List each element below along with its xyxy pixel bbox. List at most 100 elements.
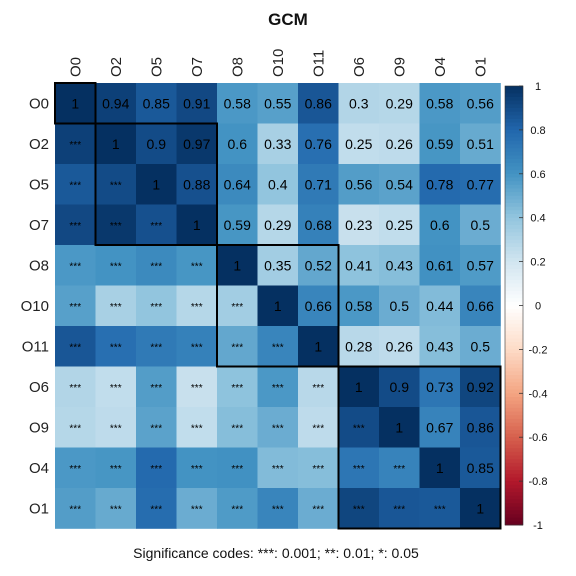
heatmap-cell: [338, 326, 380, 367]
heatmap-cell: [338, 164, 380, 205]
color-scale-segment: [505, 129, 523, 134]
color-scale-segment: [505, 126, 523, 131]
color-scale-segment: [505, 451, 523, 456]
significance-marker: ***: [393, 464, 405, 475]
color-scale-segment: [505, 382, 523, 387]
color-scale-segment: [505, 360, 523, 365]
column-label: O8: [229, 57, 246, 77]
color-scale-segment: [505, 331, 523, 336]
color-scale-segment: [505, 393, 523, 398]
color-scale-segment: [505, 177, 523, 182]
color-scale-segment: [505, 148, 523, 153]
heatmap-cell: [136, 245, 177, 286]
color-scale-segment: [505, 426, 523, 431]
heatmap-cell: [298, 326, 339, 367]
heatmap-cells: [55, 83, 501, 529]
heatmap-cell: [460, 164, 501, 205]
significance-marker: ***: [312, 504, 324, 515]
heatmap-cell: [55, 83, 96, 124]
heatmap-cell: [298, 83, 339, 124]
significance-marker: ***: [272, 464, 284, 475]
heatmap-cell: [419, 164, 461, 205]
significance-marker: ***: [191, 261, 203, 272]
heatmap-cell: [338, 407, 380, 448]
heatmap-cell: [95, 285, 137, 327]
heatmap-cell: [176, 407, 218, 448]
color-scale-segment: [505, 221, 523, 226]
significance-marker: ***: [353, 504, 365, 515]
color-scale-segment: [505, 499, 523, 504]
color-scale-segment: [505, 170, 523, 175]
color-scale-segment: [505, 151, 523, 156]
heatmap-cell-labels: 1 0.94 0.85 0.91 0.58 0.55 0.86 0.3 0.29 0.58 0.56…: [69, 95, 494, 516]
color-scale-segment: [505, 232, 523, 237]
heatmap-cell: [419, 123, 461, 165]
row-label: O5: [29, 176, 49, 193]
heatmap-cell: [136, 447, 177, 489]
heatmap-cell: [176, 366, 218, 408]
color-scale-segment: [505, 323, 523, 328]
color-scale-segment: [505, 272, 523, 277]
color-scale-segment: [505, 118, 523, 123]
heatmap-cell: [460, 407, 501, 448]
heatmap-cell: [257, 447, 299, 489]
color-scale-segment: [505, 290, 523, 295]
cell-value-label: 0.43: [426, 338, 453, 354]
cell-value-label: 0.77: [467, 176, 494, 192]
color-scale-segment: [505, 162, 523, 167]
cell-value-label: 0.5: [471, 338, 491, 354]
color-scale-segment: [505, 422, 523, 427]
color-scale-segment: [505, 415, 523, 420]
cell-value-label: 0.26: [386, 136, 413, 152]
cell-value-label: 0.29: [386, 95, 413, 111]
color-scale-segment: [505, 375, 523, 380]
heatmap-cell: [217, 488, 258, 529]
color-scale-segment: [505, 243, 523, 248]
heatmap-cell: [136, 164, 177, 205]
cell-value-label: 0.71: [305, 176, 332, 192]
color-scale-segment: [505, 488, 523, 493]
row-labels: O0 O2 O5 O7 O8 O10 O11 O6 O9 O4 O1: [21, 95, 49, 517]
heatmap-cell: [136, 326, 177, 367]
color-scale-segment: [505, 217, 523, 222]
color-scale-segment: [505, 312, 523, 317]
heatmap-cell: [95, 366, 137, 408]
color-scale-segment: [505, 239, 523, 244]
cluster-box: [54, 82, 97, 125]
color-scale-segment: [505, 93, 523, 98]
heatmap-cell: [95, 164, 137, 205]
significance-marker: ***: [231, 342, 243, 353]
color-scale-segment: [505, 104, 523, 109]
cell-value-label: 1: [476, 500, 484, 516]
color-scale-segment: [505, 173, 523, 178]
heatmap-cell: [136, 123, 177, 165]
color-scale-tick-label: 0.2: [530, 257, 545, 269]
heatmap-cell: [298, 366, 339, 408]
cell-value-label: 0.41: [345, 257, 372, 273]
cell-value-label: 0.86: [467, 419, 494, 435]
heatmap-cell: [217, 407, 258, 448]
color-scale-bar: 1 0.8 0.6 0.4 0.2 0 -0.2 -0.4 -0.6 -0.8 -1: [504, 81, 548, 532]
heatmap-cell: [379, 326, 420, 367]
heatmap-cell: [55, 245, 96, 286]
significance-marker: ***: [231, 302, 243, 313]
cell-value-label: 0.5: [471, 217, 491, 233]
cell-value-label: 0.78: [426, 176, 453, 192]
color-scale-segment: [505, 199, 523, 204]
cell-value-label: 0.86: [305, 95, 332, 111]
chart-title: GCM: [268, 10, 308, 29]
color-scale-segment: [505, 411, 523, 416]
significance-marker: ***: [312, 383, 324, 394]
significance-marker: ***: [110, 261, 122, 272]
cell-value-label: 0.67: [426, 419, 453, 435]
cell-value-label: 1: [152, 176, 160, 192]
cell-value-label: 0.76: [305, 136, 332, 152]
heatmap-cell: [257, 326, 299, 367]
color-scale-tick-label: 0.8: [530, 125, 545, 137]
color-scale-tick-label: -0.6: [529, 432, 548, 444]
cluster-box: [216, 244, 340, 368]
heatmap-cell: [55, 447, 96, 489]
heatmap-cell: [95, 83, 137, 124]
heatmap-cell: [257, 83, 299, 124]
cell-value-label: 0.25: [345, 136, 372, 152]
